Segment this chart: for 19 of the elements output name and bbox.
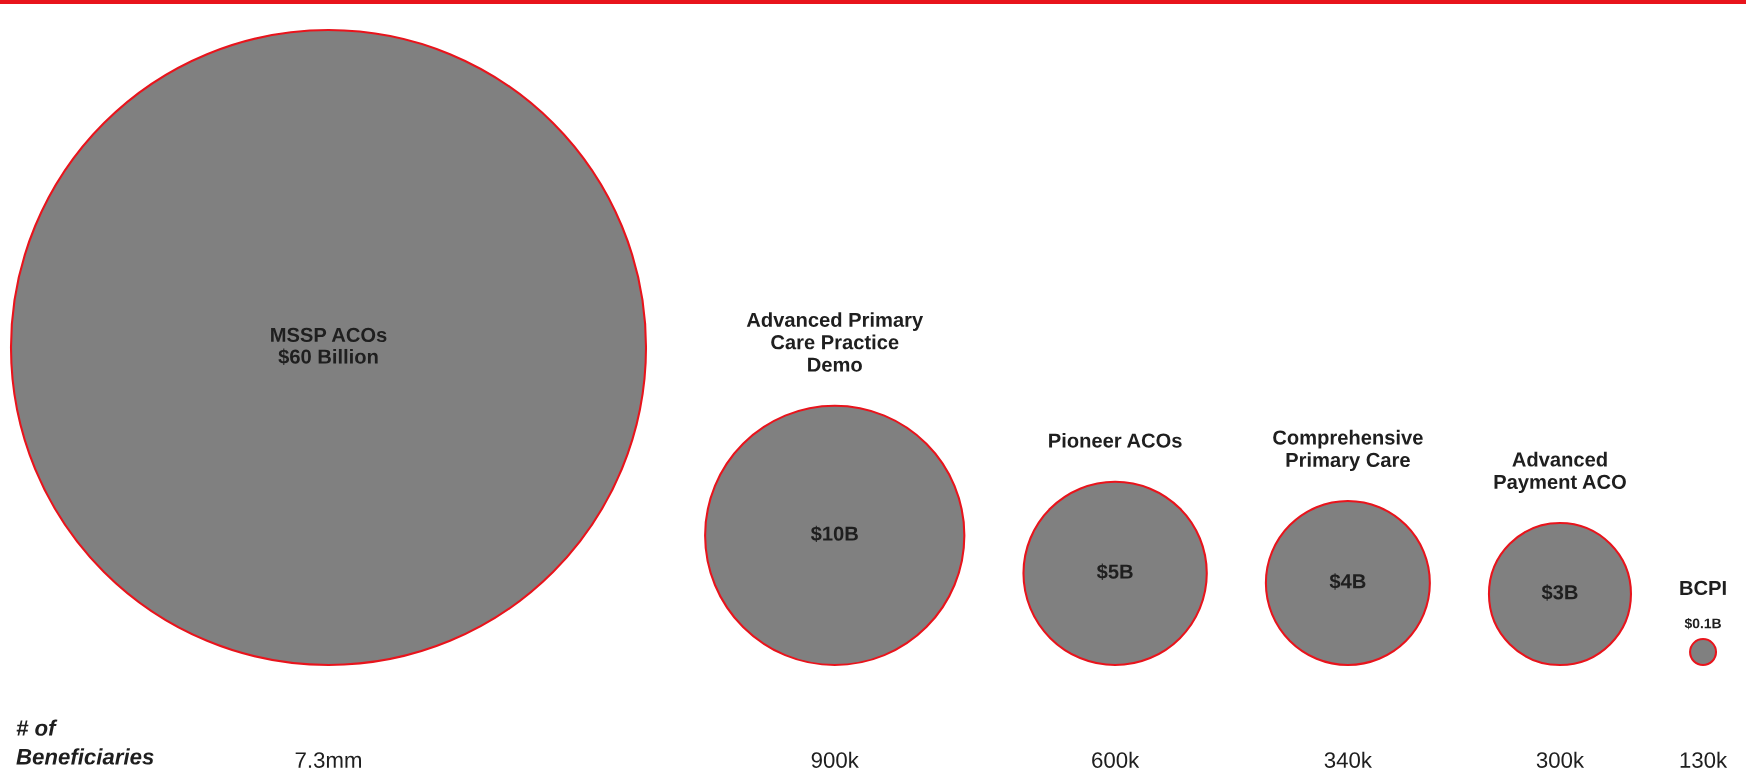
data-label: $4B — [1329, 573, 1366, 590]
data-label: $60 Billion — [278, 348, 378, 366]
data-label: $10B — [810, 525, 858, 543]
data-label: $0.1B — [1684, 617, 1721, 630]
category-label: Advanced Primary Care Practice Demo — [746, 312, 924, 372]
category-label: MSSP ACOs — [271, 327, 387, 343]
category-label: BCPI — [1680, 580, 1726, 596]
text: 340k — [1324, 751, 1372, 768]
category-label: Comprehensive Primary Care — [1273, 429, 1423, 472]
text: 900k — [811, 751, 859, 768]
text: 7.3mm — [295, 752, 361, 768]
data-label: $5B — [1096, 563, 1133, 581]
data-label: $3B — [1541, 584, 1578, 601]
text: # of Beneficiaries — [16, 719, 154, 765]
text: 130k — [1680, 751, 1728, 768]
category-label: Pioneer ACOs — [1049, 432, 1182, 448]
text: 300k — [1536, 751, 1585, 768]
text: 600k — [1092, 751, 1140, 768]
category-label: Advanced Payment ACO — [1494, 451, 1626, 494]
